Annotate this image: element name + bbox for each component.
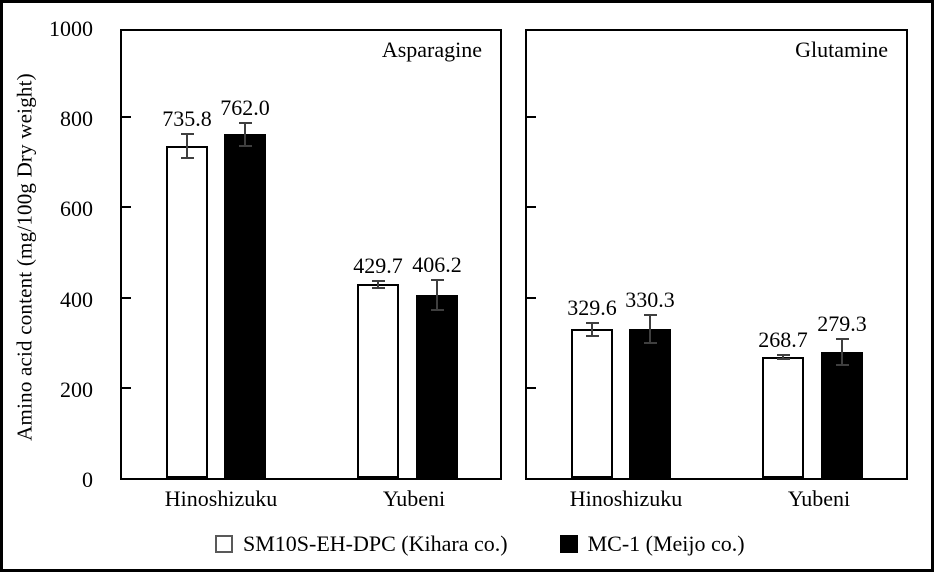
- error-bar-cap: [239, 121, 252, 124]
- bar-hinoshizuku-series2: [629, 329, 671, 478]
- panel-asparagine: Asparagine 735.8 429.7 762.0 406.2 Hinoshizu…: [120, 29, 502, 511]
- y-axis-tick-label: 800: [60, 106, 93, 132]
- y-axis-tick: [122, 206, 131, 209]
- error-bar: [244, 122, 246, 147]
- bar-value-label: 406.2: [412, 251, 462, 277]
- error-bar-cap: [431, 278, 444, 281]
- x-category-label: Hinoshizuku: [569, 486, 683, 511]
- y-axis-tick: [527, 206, 536, 209]
- error-bar-cap: [836, 364, 849, 367]
- bar-yubeni-series1: [357, 284, 399, 478]
- error-bar-cap: [644, 314, 657, 317]
- bar-yubeni-series2: [416, 294, 458, 478]
- bar-value-label: 429.7: [353, 252, 403, 278]
- bar-hinoshizuku-series2: [224, 134, 266, 478]
- bar-yubeni-series1: [762, 356, 804, 478]
- legend-item-sm10s: SM10S-EH-DPC (Kihara co.): [215, 531, 508, 557]
- y-axis-tick: [122, 386, 131, 389]
- y-axis-tick: [527, 116, 536, 119]
- error-bar: [186, 134, 188, 158]
- error-bar-cap: [239, 145, 252, 148]
- error-bar-cap: [586, 334, 599, 337]
- error-bar-cap: [644, 342, 657, 345]
- error-bar: [841, 338, 843, 366]
- bar-value-label: 268.7: [758, 327, 808, 352]
- y-axis-tick-label: 1000: [49, 16, 93, 41]
- error-bar-cap: [836, 337, 849, 340]
- legend-item-mc1: MC-1 (Meijo co.): [559, 531, 745, 557]
- error-bar-cap: [777, 357, 790, 360]
- legend-label-sm10s: SM10S-EH-DPC (Kihara co.): [243, 531, 508, 556]
- black-square-legend-marker-icon: [559, 535, 578, 553]
- y-axis-tick-label: 200: [60, 376, 93, 402]
- bar-value-label: 330.3: [625, 287, 675, 313]
- error-bar: [782, 355, 784, 359]
- y-axis-tick-label: 600: [60, 196, 93, 222]
- y-axis-tick-labels: 0 200 400 600 800 1000: [27, 3, 93, 569]
- bar-hinoshizuku-series1: [166, 146, 208, 478]
- legend-label-mc1: MC-1 (Meijo co.): [587, 531, 745, 556]
- y-axis-tick: [527, 296, 536, 299]
- panel-title-asparagine: Asparagine: [381, 37, 482, 62]
- bar-value-label: 329.6: [567, 295, 617, 321]
- error-bar: [591, 323, 593, 336]
- x-category-label: Hinoshizuku: [164, 486, 278, 511]
- x-category-label: Yubeni: [382, 486, 446, 511]
- bar-yubeni-series2: [821, 352, 863, 478]
- white-square-legend-marker-icon: [215, 535, 233, 553]
- y-axis-tick-label: 400: [60, 286, 93, 312]
- y-axis-tick-label: 0: [82, 467, 93, 492]
- x-category-label: Yubeni: [787, 486, 851, 511]
- panel-title-glutamine: Glutamine: [795, 37, 888, 62]
- error-bar: [436, 279, 438, 310]
- y-axis-tick: [122, 116, 131, 119]
- error-bar-cap: [372, 286, 385, 289]
- bar-value-label: 279.3: [817, 310, 867, 336]
- error-bar-cap: [777, 354, 790, 356]
- error-bar-cap: [586, 322, 599, 325]
- legend: SM10S-EH-DPC (Kihara co.) MC-1 (Meijo co…: [215, 531, 745, 557]
- error-bar: [377, 280, 379, 288]
- bar-hinoshizuku-series1: [571, 329, 613, 478]
- bar-value-label: 762.0: [220, 94, 270, 120]
- y-axis-tick: [527, 386, 536, 389]
- error-bar-cap: [181, 133, 194, 136]
- bar-value-label: 735.8: [162, 106, 212, 132]
- error-bar-cap: [372, 279, 385, 282]
- panel-glutamine: Glutamine 329.6 268.7 330.3 279.3 Hinoshizuk…: [525, 29, 908, 511]
- error-bar: [649, 315, 651, 343]
- error-bar-cap: [181, 156, 194, 159]
- error-bar-cap: [431, 308, 444, 311]
- y-axis-tick: [122, 296, 131, 299]
